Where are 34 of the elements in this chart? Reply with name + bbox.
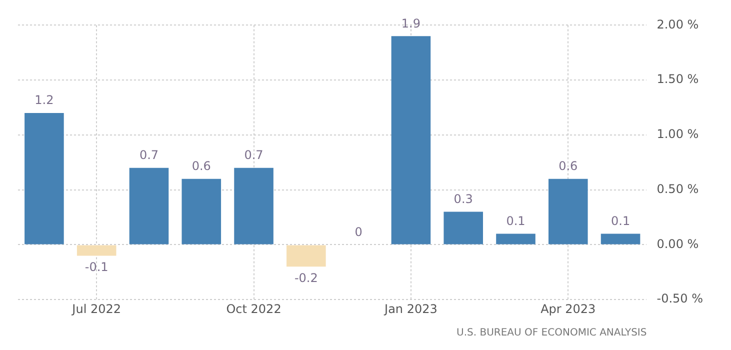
y-tick-label: 1.50 % <box>656 72 699 86</box>
data-label: 0.6 <box>192 158 211 173</box>
y-tick-label: 1.00 % <box>656 127 699 142</box>
x-tick-label: Jan 2023 <box>384 302 438 316</box>
data-label: 0.7 <box>244 148 264 162</box>
bar <box>182 178 222 244</box>
data-label: -0.2 <box>294 270 318 285</box>
data-label: 0.1 <box>610 214 630 228</box>
x-tick-label: Apr 2023 <box>540 302 596 316</box>
y-tick-label: 0.50 % <box>656 182 699 196</box>
bar <box>76 245 116 256</box>
data-label: 1.9 <box>401 16 421 30</box>
bar <box>129 168 169 244</box>
data-label: 0.7 <box>139 148 159 162</box>
bar <box>548 178 588 244</box>
data-label: -0.1 <box>84 260 108 274</box>
bar <box>391 36 431 244</box>
data-label: 0 <box>354 224 362 239</box>
bar <box>600 234 640 244</box>
y-tick-label: 0.00 % <box>656 236 699 251</box>
bar <box>444 212 483 244</box>
data-label: 0.6 <box>558 158 578 173</box>
y-tick-label: -0.50 % <box>656 292 703 306</box>
bar <box>24 113 64 244</box>
y-tick-label: 2.00 % <box>656 17 699 32</box>
bar <box>496 234 536 244</box>
bar <box>234 168 274 244</box>
data-label: 0.1 <box>506 214 526 228</box>
data-label: 0.3 <box>454 192 473 206</box>
x-tick-label: Jul 2022 <box>71 302 122 316</box>
bar <box>286 245 326 267</box>
x-tick-label: Oct 2022 <box>226 302 282 316</box>
text: U.S. BUREAU OF ECONOMIC ANALYSIS <box>456 328 647 339</box>
data-label: 1.2 <box>34 93 54 108</box>
